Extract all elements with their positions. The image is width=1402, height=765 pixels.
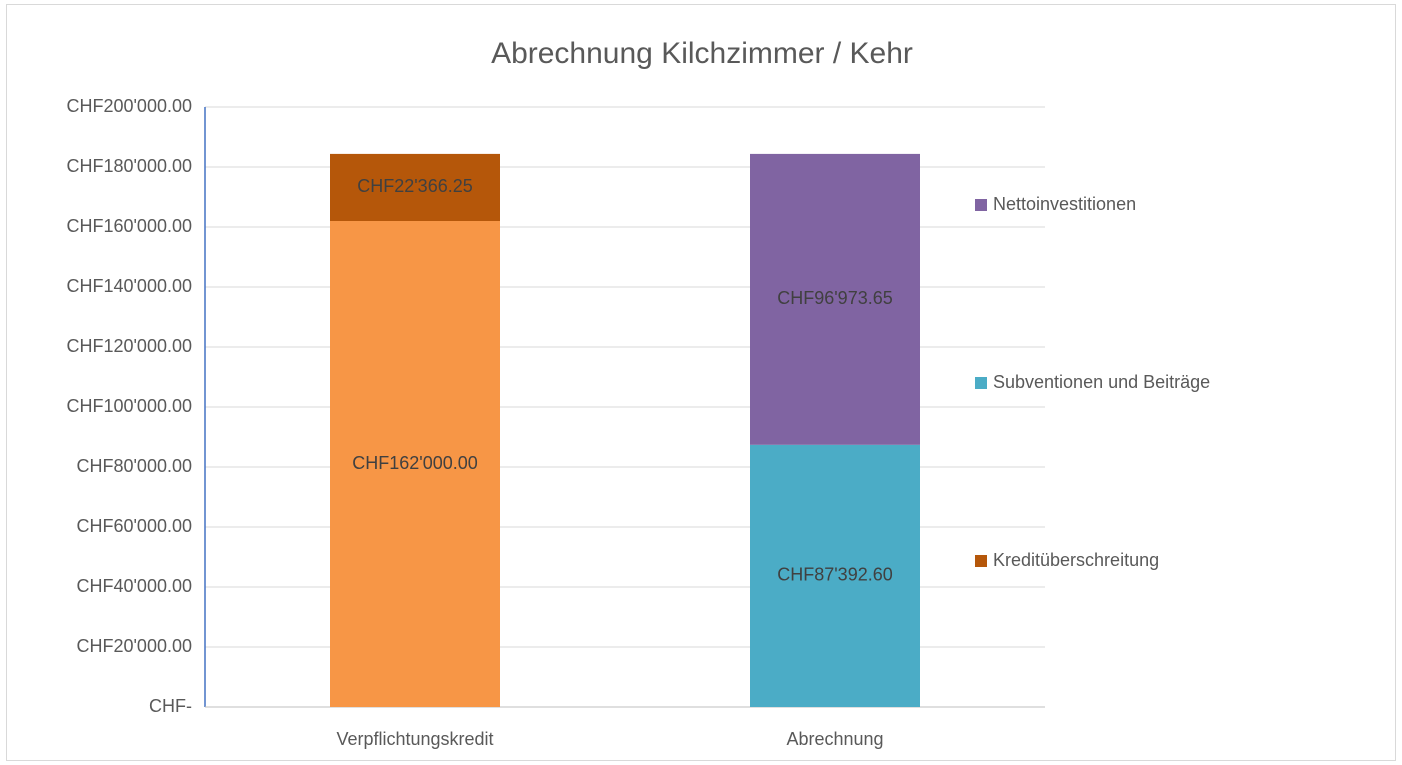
y-tick-label: CHF100'000.00 <box>66 396 192 416</box>
legend-swatch <box>975 377 987 389</box>
x-tick-label: Verpflichtungskredit <box>336 729 493 749</box>
data-label: CHF96'973.65 <box>777 288 893 308</box>
data-label: CHF22'366.25 <box>357 176 473 196</box>
y-tick-label: CHF60'000.00 <box>76 516 192 536</box>
y-tick-label: CHF200'000.00 <box>66 96 192 116</box>
y-tick-label: CHF- <box>149 696 192 716</box>
bar-segment <box>750 444 920 707</box>
y-tick-label: CHF180'000.00 <box>66 156 192 176</box>
legend-swatch <box>975 555 987 567</box>
data-label: CHF162'000.00 <box>352 453 478 473</box>
legend-swatch <box>975 199 987 211</box>
legend-label: Kreditüberschreitung <box>993 550 1159 570</box>
y-tick-label: CHF160'000.00 <box>66 216 192 236</box>
bar-segment <box>330 221 500 707</box>
y-tick-label: CHF20'000.00 <box>76 636 192 656</box>
bar-segment <box>330 153 500 221</box>
x-tick-label: Abrechnung <box>786 729 883 749</box>
y-tick-label: CHF80'000.00 <box>76 456 192 476</box>
chart-border <box>6 4 1396 761</box>
legend-label: Subventionen und Beiträge <box>993 372 1210 392</box>
y-tick-label: CHF140'000.00 <box>66 276 192 296</box>
bar-segment <box>750 153 920 445</box>
data-label: CHF87'392.60 <box>777 565 893 585</box>
legend-label: Nettoinvestitionen <box>993 194 1136 214</box>
y-tick-label: CHF40'000.00 <box>76 576 192 596</box>
chart-title: Abrechnung Kilchzimmer / Kehr <box>491 37 913 70</box>
y-tick-label: CHF120'000.00 <box>66 336 192 356</box>
